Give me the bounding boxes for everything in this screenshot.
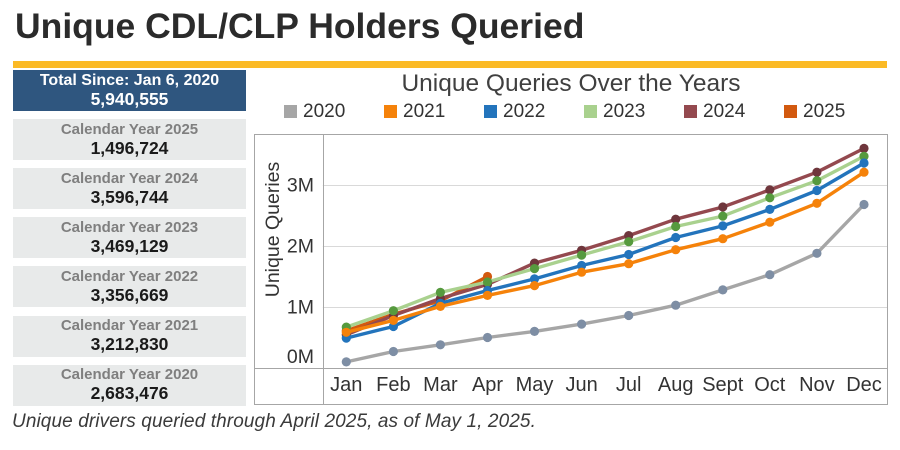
svg-text:Oct: Oct — [754, 374, 786, 396]
svg-text:1M: 1M — [287, 297, 314, 319]
svg-text:Aug: Aug — [658, 374, 694, 396]
svg-text:Jan: Jan — [330, 374, 362, 396]
svg-text:Nov: Nov — [799, 374, 835, 396]
svg-text:Dec: Dec — [846, 374, 882, 396]
svg-text:Sept: Sept — [702, 374, 744, 396]
svg-text:0M: 0M — [287, 346, 314, 368]
svg-text:Unique Queries: Unique Queries — [262, 162, 284, 298]
svg-text:Jun: Jun — [565, 374, 597, 396]
svg-text:Apr: Apr — [472, 374, 503, 396]
svg-text:Jul: Jul — [616, 374, 642, 396]
svg-text:May: May — [516, 374, 554, 396]
svg-text:3M: 3M — [287, 175, 314, 197]
svg-text:Feb: Feb — [376, 374, 410, 396]
svg-text:2M: 2M — [287, 236, 314, 258]
svg-text:Mar: Mar — [423, 374, 458, 396]
